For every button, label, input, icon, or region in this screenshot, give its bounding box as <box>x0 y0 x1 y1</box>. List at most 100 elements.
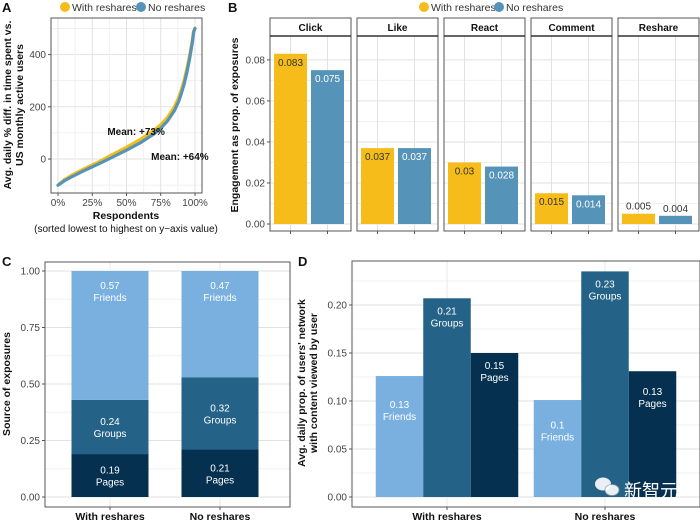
d-y-tick-label: 0.20 <box>328 301 348 312</box>
bar-label: 0.014 <box>576 199 601 210</box>
b-yticks: 0.00 0.02 0.04 0.06 0.08 <box>246 55 270 231</box>
d-y-tick-label: 0.10 <box>328 397 348 408</box>
segment-value-label: 0.47 <box>210 281 230 292</box>
bar-react-with-reshares <box>448 162 481 224</box>
d-y-tick-label: 0.00 <box>328 493 348 504</box>
a-x-axis-title: Respondents <box>93 210 160 222</box>
a-lines <box>56 26 197 187</box>
a-y-axis-title-line1: Avg. daily % diff. in time spent vs. <box>2 21 14 190</box>
bar-label: 0.005 <box>626 202 651 213</box>
d-plot-frame <box>351 260 700 508</box>
b-y-tick-label: 0.00 <box>246 220 266 231</box>
facet-strip-label: Like <box>387 23 407 34</box>
c-y-tick-label: 0.00 <box>21 493 41 504</box>
a-y-tick-label: 200 <box>29 102 46 113</box>
segment-name-label: Pages <box>96 478 124 489</box>
a-y-tick-label: 400 <box>29 50 46 61</box>
c-category-label: With reshares <box>75 511 145 523</box>
c-y-tick-label: 0.75 <box>21 323 41 334</box>
segment-name-label: Groups <box>204 415 237 426</box>
facet-like: 0.037 0.037 Like <box>356 17 439 234</box>
stack-segment-pages-with-reshares <box>71 454 149 497</box>
d-y-axis-title-line1: Avg. daily prop. of users' network <box>296 299 308 467</box>
facet-react: 0.03 0.028 React <box>443 17 526 234</box>
bar-comment-no-reshares <box>572 195 605 224</box>
facet-click: 0.083 0.075 Click <box>269 17 352 234</box>
legend-swatch-no-reshares <box>136 2 146 12</box>
bar-label: 0.03 <box>455 166 475 177</box>
legend-label-no-reshares: No reshares <box>148 2 205 14</box>
b-facets: 0.083 0.075 Click 0.037 0.037 Like 0.03 0.028 Re… <box>269 17 700 234</box>
facet-strip-label: Click <box>299 23 323 34</box>
legend-b: With reshares No reshares <box>419 2 563 14</box>
bar-name-label: Pages <box>638 399 666 410</box>
facet-reshare: 0.005 0.004 Reshare <box>617 17 700 234</box>
bar-name-label: Friends <box>383 412 416 423</box>
b-y-tick-label: 0.06 <box>246 96 266 107</box>
b-y-tick-label: 0.02 <box>246 178 266 189</box>
line-no-reshares <box>56 26 197 187</box>
bar-label: 0.037 <box>365 152 390 163</box>
c-y-tick-label: 0.50 <box>21 380 41 391</box>
segment-value-label: 0.57 <box>100 281 120 292</box>
a-x-tick-label: 100% <box>182 198 208 209</box>
stack-segment-friends-no-reshares <box>181 271 259 378</box>
bar-value-label: 0.13 <box>643 387 663 398</box>
bar-click-with-reshares <box>274 53 307 225</box>
legend-a: With reshares No reshares <box>60 2 205 14</box>
bar-name-label: Groups <box>431 318 464 329</box>
bar-value-label: 0.23 <box>595 279 615 290</box>
d-y-tick-label: 0.15 <box>328 349 348 360</box>
facet-background <box>618 36 699 231</box>
watermark-text: 新智元 <box>624 481 678 502</box>
segment-value-label: 0.21 <box>210 463 230 474</box>
facet-strip-label: Comment <box>548 23 595 34</box>
panel-b: 0.083 0.075 Click 0.037 0.037 Like 0.03 0.028 Re… <box>229 17 700 234</box>
panel-letter-c: C <box>2 254 12 269</box>
segment-name-label: Pages <box>206 475 234 486</box>
c-y-tick-label: 0.25 <box>21 436 41 447</box>
segment-name-label: Groups <box>94 429 127 440</box>
bar-friends-no-reshares <box>533 400 582 497</box>
bar-pages-no-reshares <box>628 371 677 497</box>
legend-swatch-with-reshares <box>419 2 429 12</box>
facet-strip-label: React <box>471 23 499 34</box>
bar-like-no-reshares <box>398 148 431 224</box>
a-ticks: 0 200 400 0% 25% 50% 75% 100% <box>29 50 208 209</box>
segment-value-label: 0.19 <box>100 466 120 477</box>
stack-segment-friends-with-reshares <box>71 271 149 400</box>
segment-name-label: Friends <box>203 293 236 304</box>
d-category-label: With reshares <box>412 511 482 523</box>
b-y-tick-label: 0.04 <box>246 137 266 148</box>
panel-letter-d: D <box>298 254 307 269</box>
panel-letter-b: B <box>228 0 237 15</box>
d-ticks: 0.00 0.05 0.10 0.15 0.20 <box>328 301 352 504</box>
a-y-tick-label: 0 <box>40 155 46 166</box>
annotation-mean-with-reshares: Mean: +73% <box>107 127 165 138</box>
bar-label: 0.083 <box>278 58 303 69</box>
bar-value-label: 0.15 <box>485 361 505 372</box>
bar-value-label: 0.13 <box>390 400 410 411</box>
annotation-mean-no-reshares: Mean: +64% <box>151 152 209 163</box>
bar-name-label: Pages <box>480 373 508 384</box>
a-grid <box>51 18 202 193</box>
legend-label-with-reshares: With reshares <box>431 2 496 14</box>
a-x-axis-subtitle: (sorted lowest to highest on y−axis valu… <box>34 224 218 235</box>
bar-groups-no-reshares <box>581 271 629 497</box>
a-y-axis-title: Avg. daily % diff. in time spent vs. US … <box>2 21 26 190</box>
facet-comment: 0.015 0.014 Comment <box>530 17 613 234</box>
d-category-label: No reshares <box>575 511 636 523</box>
a-x-tick-label: 75% <box>151 198 171 209</box>
bar-click-no-reshares <box>311 70 344 225</box>
bar-react-no-reshares <box>485 166 518 224</box>
bar-name-label: Friends <box>541 433 574 444</box>
segment-name-label: Friends <box>93 293 126 304</box>
bar-value-label: 0.21 <box>437 306 457 317</box>
bar-comment-with-reshares <box>535 193 568 224</box>
bar-label: 0.004 <box>663 204 688 215</box>
segment-value-label: 0.24 <box>100 417 120 428</box>
b-y-axis-title-wrap: Engagement as prop. of exposures <box>229 37 241 212</box>
a-y-axis-title-line2: US monthly active users <box>14 44 26 166</box>
bar-friends-with-reshares <box>375 376 424 497</box>
